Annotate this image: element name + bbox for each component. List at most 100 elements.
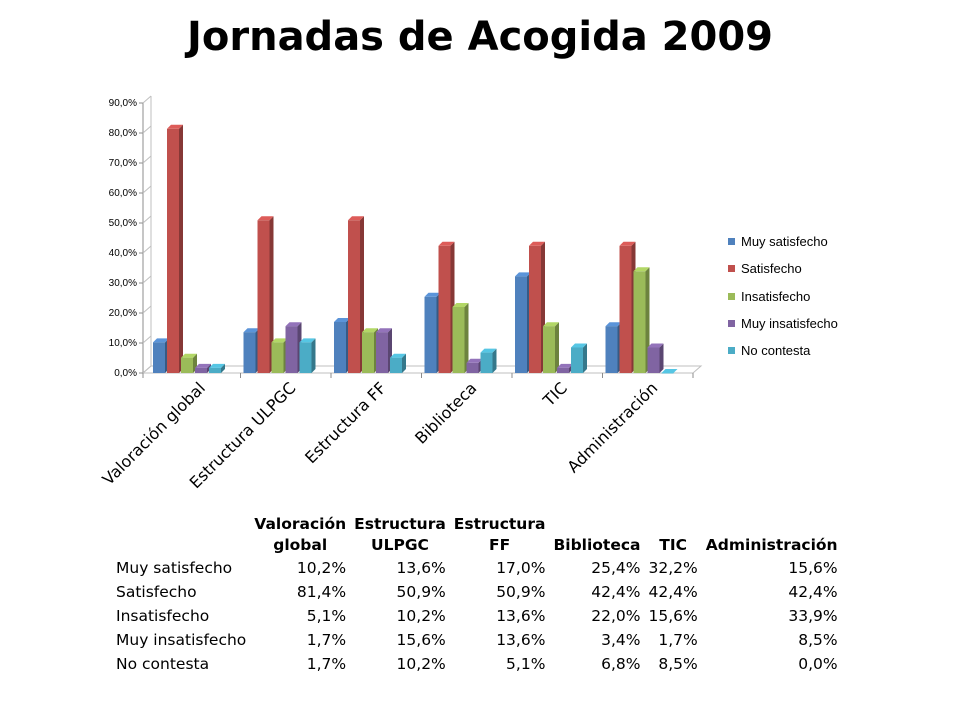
y-tick-depth: [142, 305, 152, 314]
bar-side: [492, 348, 497, 373]
table-cell: 8,5%: [798, 631, 838, 649]
bar-front: [271, 342, 284, 373]
bar-top: [271, 338, 288, 343]
table-cell: 15,6%: [648, 607, 698, 625]
bar-front: [452, 307, 465, 373]
legend-label: Insatisfecho: [741, 288, 811, 304]
table-column-header: Valoración global: [254, 515, 347, 554]
table-cell: 13,6%: [396, 559, 446, 577]
table-cell: 3,4%: [601, 631, 641, 649]
bar: [334, 318, 350, 373]
bar-front: [661, 373, 674, 374]
bar-front: [424, 296, 437, 373]
bar-front: [633, 271, 646, 373]
legend-item: Muy satisfecho: [728, 228, 838, 255]
legend-swatch: [728, 347, 735, 355]
bar-top: [285, 322, 302, 327]
y-tick-depth: [142, 335, 152, 344]
x-tick-label: Administración: [563, 378, 661, 476]
table-cell: 42,4%: [648, 583, 698, 601]
bar: [661, 369, 678, 374]
bar-front: [362, 332, 374, 373]
legend-swatch: [728, 238, 735, 246]
table-row: Muy satisfecho 10,2% 13,6% 17,0% 25,4% 32,2% 1…: [112, 556, 842, 580]
y-tick-depth: [142, 125, 152, 134]
bar-front: [619, 245, 632, 373]
legend-item: Satisfecho: [728, 255, 838, 282]
legend-item: Muy insatisfecho: [728, 310, 838, 337]
legend-swatch: [728, 265, 735, 273]
bar-side: [269, 216, 274, 373]
bar-front: [181, 357, 193, 373]
data-table: Valoración global Estructura ULPGC Estructur…: [112, 510, 842, 676]
y-tick-label: 90,0%: [109, 98, 137, 109]
bar-chart: 0,0% 10,0% 20,0% 30,0% 40,0% 50,0% 60,0% 70,0% 8…: [98, 95, 703, 492]
y-tick-depth: [142, 245, 152, 254]
bar: [362, 328, 378, 373]
bar-top: [209, 363, 225, 368]
table-cell: 42,4%: [788, 583, 838, 601]
bar: [438, 241, 455, 373]
bar: [647, 343, 664, 373]
table-row-label: Muy satisfecho: [116, 559, 233, 577]
table-cell: 22,0%: [591, 607, 641, 625]
bar-front: [376, 332, 388, 373]
bar-front: [438, 245, 451, 373]
bar-front: [334, 322, 346, 373]
bar-front: [557, 367, 569, 373]
bar-front: [243, 332, 256, 373]
bar: [605, 322, 622, 373]
bar-top: [362, 328, 378, 333]
bar: [543, 322, 559, 373]
bar-top: [243, 328, 260, 333]
bar-front: [390, 357, 402, 373]
table-row-label: Satisfecho: [116, 583, 197, 601]
table-cell: 13,6%: [496, 607, 546, 625]
bar-side: [402, 353, 406, 373]
table-row: Insatisfecho 5,1% 10,2% 13,6% 22,0% 15,6% 33,9…: [112, 604, 842, 628]
bar: [424, 292, 441, 373]
table-row: No contesta 1,7% 10,2% 5,1% 6,8% 8,5% 0,0%: [112, 652, 842, 676]
y-tick-depth: [142, 155, 152, 164]
bar-top: [348, 216, 364, 221]
bar: [515, 272, 531, 373]
bar: [257, 216, 274, 373]
y-tick-label: 40,0%: [109, 248, 137, 259]
bar: [466, 358, 483, 373]
y-tick-label: 80,0%: [109, 128, 137, 139]
table-row: Muy insatisfecho 1,7% 15,6% 13,6% 3,4% 1,7% 8,…: [112, 628, 842, 652]
table-cell: 81,4%: [296, 583, 347, 601]
bar-top: [167, 124, 183, 129]
table-cell: 42,4%: [591, 583, 641, 601]
bar-side: [311, 338, 316, 373]
bar-top: [557, 363, 573, 368]
bar: [243, 328, 260, 373]
x-tick-label: TIC: [539, 378, 571, 410]
y-tick-label: 60,0%: [109, 188, 137, 199]
bar: [557, 363, 573, 373]
bar: [181, 353, 197, 373]
bar-top: [438, 241, 455, 246]
bar: [480, 348, 497, 373]
bar-top: [466, 358, 483, 363]
y-tick-depth: [142, 275, 152, 284]
bar: [285, 322, 302, 373]
x-tick-label: Estructura FF: [301, 378, 390, 467]
table-cell: 5,1%: [506, 655, 546, 673]
bar: [452, 303, 469, 373]
table-row-label: Insatisfecho: [116, 607, 210, 625]
bar-top: [633, 267, 650, 272]
bar-front: [543, 326, 555, 373]
y-tick-label: 20,0%: [109, 308, 137, 319]
bar-front: [195, 367, 207, 373]
table-cell: 13,6%: [496, 631, 546, 649]
bar-top: [619, 241, 636, 246]
bar-top: [299, 338, 316, 343]
y-tick-depth: [142, 365, 152, 374]
bar-side: [221, 363, 225, 373]
table-cell: 6,8%: [601, 655, 641, 673]
bar-top: [390, 353, 406, 358]
legend-label: Muy satisfecho: [741, 234, 828, 250]
bar: [209, 363, 225, 373]
